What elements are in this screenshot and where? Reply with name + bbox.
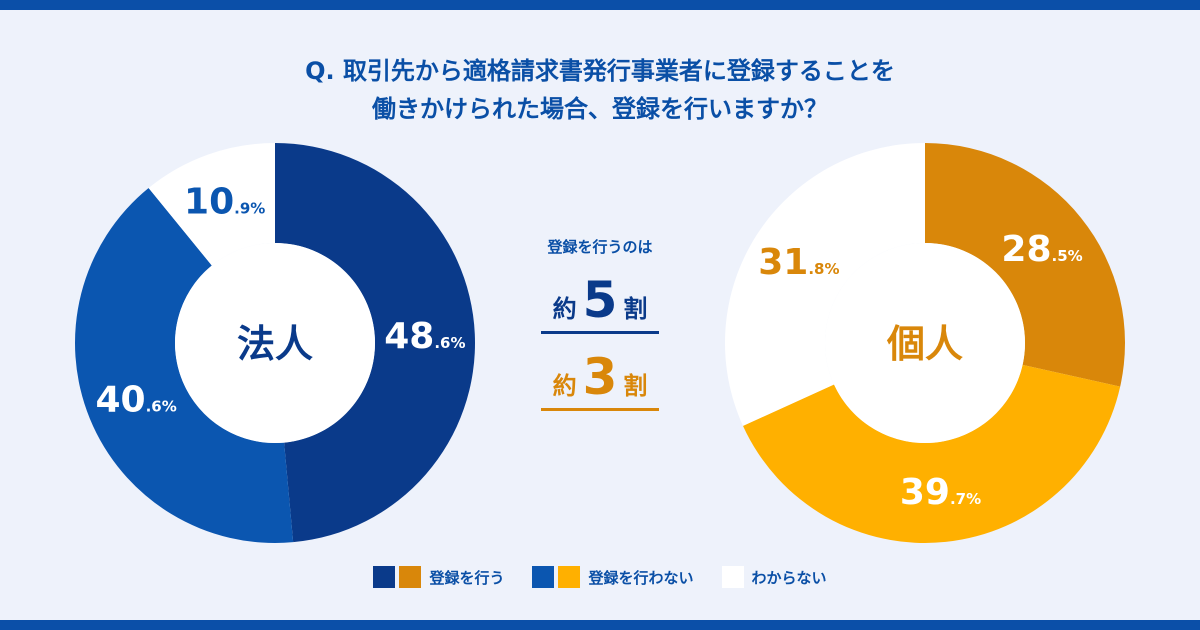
legend: 登録を行う 登録を行わない わからない	[0, 566, 1200, 588]
legend-swatch-corp-not-register	[532, 566, 555, 588]
bottom-border	[0, 620, 1200, 630]
legend-label-unknown: わからない	[751, 568, 827, 587]
legend-swatch-indiv-register	[399, 566, 422, 588]
individual-ratio-number: 3	[582, 348, 618, 406]
top-border	[0, 0, 1200, 10]
legend-item-unknown: わからない	[721, 566, 827, 588]
individual-slice-2	[742, 364, 1121, 543]
individual-ratio: 約 3 割	[541, 352, 659, 411]
question-line-2: 働きかけられた場合、登録を行いますか？	[372, 95, 828, 123]
legend-swatch-corp-register	[373, 566, 396, 588]
legend-swatch-unknown	[721, 566, 744, 588]
corporate-center-hole	[175, 243, 375, 443]
corporate-slice-2	[74, 188, 294, 543]
individual-slice-label-2: 39.7%	[900, 472, 981, 513]
legend-label-register: 登録を行う	[429, 568, 505, 587]
summary-caption: 登録を行うのは	[547, 238, 653, 256]
question-line-1: Q. 取引先から適格請求書発行事業者に登録することを	[305, 57, 895, 85]
individual-slice-label-3: 31.8%	[758, 242, 839, 283]
corporate-ratio-number: 5	[582, 271, 618, 329]
corporate-slice-label-2: 40.6%	[95, 380, 176, 421]
legend-swatch-indiv-not-register	[558, 566, 581, 588]
individual-center-hole	[825, 243, 1025, 443]
corporate-ratio-suffix: 割	[623, 295, 648, 323]
corporate-slice-3	[148, 143, 275, 266]
individual-ratio-suffix: 割	[623, 372, 648, 400]
individual-ratio-prefix: 約	[552, 372, 577, 400]
legend-item-not-register: 登録を行わない	[532, 566, 694, 588]
corporate-slice-label-1: 48.6%	[384, 316, 465, 357]
corporate-donut-chart: 48.6% 40.6% 10.9% 法人	[74, 143, 476, 543]
individual-slice-3	[725, 143, 925, 426]
individual-donut-chart: 28.5% 39.7% 31.8% 個人	[725, 143, 1125, 543]
summary-panel: 登録を行うのは 約 5 割 約 3 割	[530, 236, 670, 411]
individual-slice-1	[925, 143, 1125, 387]
legend-item-register: 登録を行う	[373, 566, 504, 588]
question-title: Q. 取引先から適格請求書発行事業者に登録することを 働きかけられた場合、登録を…	[0, 52, 1200, 128]
individual-slice-label-1: 28.5%	[1001, 229, 1082, 270]
corporate-slice-1	[275, 143, 476, 543]
individual-center-label: 個人	[886, 322, 963, 366]
corporate-ratio-prefix: 約	[552, 295, 577, 323]
corporate-ratio: 約 5 割	[541, 275, 659, 334]
legend-label-not-register: 登録を行わない	[588, 568, 694, 587]
corporate-slice-label-3: 10.9%	[184, 182, 265, 223]
corporate-center-label: 法人	[237, 322, 313, 366]
